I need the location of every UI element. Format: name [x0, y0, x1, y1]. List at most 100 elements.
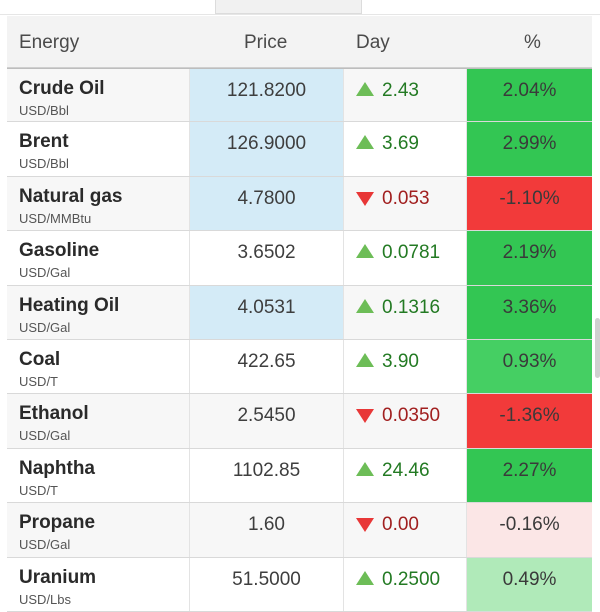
- triangle-down-icon: [356, 518, 374, 533]
- triangle-up-icon: [356, 298, 374, 313]
- day-change-value: 0.0781: [382, 242, 441, 264]
- commodity-name: Gasoline: [19, 240, 100, 262]
- table-header: Energy Price Day %: [7, 16, 592, 68]
- triangle-up-icon: [356, 82, 374, 96]
- day-change-cell: 3.90: [344, 339, 467, 394]
- commodity-unit: USD/Bbl: [19, 103, 69, 118]
- triangle-up-icon: [356, 135, 374, 150]
- energy-table: Energy Price Day % Crude Oil USD/Bbl 121…: [7, 16, 592, 612]
- table-row[interactable]: Coal USD/T 422.65 3.90 0.93%: [7, 339, 592, 395]
- price-value: 3.6502: [237, 242, 296, 264]
- name-cell: Brent USD/Bbl: [7, 122, 190, 176]
- day-change-cell: 0.0781: [344, 231, 467, 285]
- commodity-name: Naphtha: [19, 457, 95, 479]
- percent-change-cell: 2.99%: [467, 122, 592, 176]
- percent-change-value: 0.93%: [502, 350, 557, 372]
- day-change-value: 0.2500: [382, 568, 441, 590]
- price-value: 422.65: [237, 350, 296, 372]
- table-row[interactable]: Gasoline USD/Gal 3.6502 0.0781 2.19%: [7, 231, 592, 286]
- name-cell: Coal USD/T: [7, 339, 190, 394]
- day-change-value: 24.46: [382, 459, 430, 481]
- percent-change-cell: 2.19%: [467, 231, 592, 285]
- percent-change-value: 2.99%: [502, 133, 557, 155]
- day-change-cell: 0.1316: [344, 285, 467, 339]
- table-row[interactable]: Ethanol USD/Gal 2.5450 0.0350 -1.36%: [7, 394, 592, 449]
- day-change-cell: 0.00: [344, 503, 467, 557]
- name-cell: Ethanol USD/Gal: [7, 394, 190, 448]
- day-change-cell: 24.46: [344, 448, 467, 503]
- triangle-down-icon: [356, 409, 374, 424]
- header-day[interactable]: Day: [356, 32, 390, 53]
- commodity-name: Crude Oil: [19, 78, 105, 99]
- price-value: 1102.85: [232, 459, 301, 481]
- name-cell: Crude Oil USD/Bbl: [7, 69, 190, 122]
- day-change-cell: 0.0350: [344, 394, 467, 448]
- percent-change-cell: 2.27%: [467, 448, 592, 503]
- header-price[interactable]: Price: [244, 32, 288, 53]
- price-cell: 422.65: [190, 339, 344, 394]
- day-change-value: 0.1316: [382, 296, 441, 318]
- price-cell: 51.5000: [190, 557, 344, 611]
- price-value: 126.9000: [226, 133, 307, 155]
- percent-change-cell: 0.93%: [467, 339, 592, 394]
- commodity-unit: USD/Gal: [19, 537, 71, 553]
- price-value: 4.7800: [237, 187, 296, 209]
- commodity-name: Natural gas: [19, 185, 123, 207]
- name-cell: Natural gas USD/MMBtu: [7, 176, 190, 231]
- price-cell: 4.7800: [190, 176, 344, 231]
- price-cell: 1102.85: [190, 448, 344, 503]
- table-row[interactable]: Naphtha USD/T 1102.85 24.46 2.27%: [7, 448, 592, 504]
- day-change-cell: 2.43: [344, 69, 467, 122]
- day-change-cell: 3.69: [344, 122, 467, 176]
- header-energy[interactable]: Energy: [19, 32, 80, 53]
- day-change-value: 3.69: [382, 133, 419, 155]
- price-cell: 1.60: [190, 503, 344, 557]
- day-change-value: 3.90: [382, 350, 419, 372]
- day-change-cell: 0.2500: [344, 557, 467, 611]
- price-cell: 2.5450: [190, 394, 344, 448]
- price-value: 1.60: [248, 514, 285, 536]
- top-divider: [0, 14, 600, 15]
- percent-change-cell: -1.10%: [467, 176, 592, 231]
- commodity-unit: USD/Gal: [19, 319, 71, 335]
- header-percent[interactable]: %: [524, 32, 541, 53]
- percent-change-cell: -1.36%: [467, 394, 592, 448]
- table-row[interactable]: Uranium USD/Lbs 51.5000 0.2500 0.49%: [7, 557, 592, 612]
- scrollbar-thumb[interactable]: [595, 318, 600, 378]
- percent-change-value: 2.19%: [502, 242, 557, 264]
- percent-change-value: 2.04%: [502, 80, 557, 101]
- price-value: 2.5450: [237, 405, 296, 427]
- name-cell: Uranium USD/Lbs: [7, 557, 190, 611]
- triangle-up-icon: [356, 570, 374, 585]
- triangle-down-icon: [356, 191, 374, 206]
- table-row[interactable]: Natural gas USD/MMBtu 4.7800 0.053 -1.10…: [7, 176, 592, 232]
- percent-change-cell: -0.16%: [467, 503, 592, 557]
- table-row[interactable]: Heating Oil USD/Gal 4.0531 0.1316 3.36%: [7, 285, 592, 340]
- name-cell: Heating Oil USD/Gal: [7, 285, 190, 339]
- table-row[interactable]: Brent USD/Bbl 126.9000 3.69 2.99%: [7, 122, 592, 177]
- name-cell: Naphtha USD/T: [7, 448, 190, 503]
- day-change-cell: 0.053: [344, 176, 467, 231]
- price-cell: 4.0531: [190, 285, 344, 339]
- top-tab[interactable]: [215, 0, 362, 14]
- commodity-unit: USD/Gal: [19, 428, 71, 444]
- commodity-name: Ethanol: [19, 403, 89, 425]
- percent-change-value: 0.49%: [502, 568, 557, 590]
- commodity-unit: USD/Bbl: [19, 156, 69, 172]
- percent-change-value: 3.36%: [502, 296, 557, 318]
- commodity-unit: USD/T: [19, 482, 58, 498]
- commodity-unit: USD/T: [19, 373, 58, 389]
- day-change-value: 0.00: [382, 514, 419, 536]
- day-change-value: 2.43: [382, 80, 419, 101]
- price-value: 4.0531: [237, 296, 296, 318]
- name-cell: Gasoline USD/Gal: [7, 231, 190, 285]
- triangle-up-icon: [356, 244, 374, 259]
- price-cell: 126.9000: [190, 122, 344, 176]
- percent-change-cell: 0.49%: [467, 557, 592, 611]
- commodity-name: Brent: [19, 131, 69, 153]
- day-change-value: 0.0350: [382, 405, 441, 427]
- table-row[interactable]: Crude Oil USD/Bbl 121.8200 2.43 2.04%: [7, 68, 592, 123]
- table-row[interactable]: Propane USD/Gal 1.60 0.00 -0.16%: [7, 503, 592, 558]
- price-cell: 121.8200: [190, 69, 344, 122]
- commodity-name: Coal: [19, 348, 61, 370]
